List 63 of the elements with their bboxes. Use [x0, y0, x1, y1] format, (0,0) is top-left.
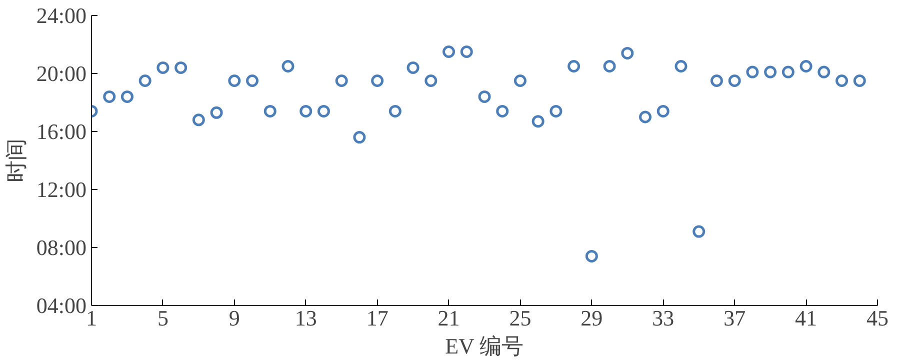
x-tick-label: 33: [652, 306, 674, 330]
point: [568, 60, 580, 72]
point: [335, 74, 348, 87]
point: [764, 66, 777, 78]
x-tick-label: 9: [228, 306, 240, 330]
point: [424, 74, 438, 87]
point: [406, 61, 420, 74]
point: [460, 46, 473, 58]
y-tick-label: 24:00: [36, 3, 87, 28]
point: [514, 74, 526, 87]
point: [228, 74, 241, 87]
point: [210, 106, 223, 119]
y-tick-label: 04:00: [36, 293, 87, 318]
point: [138, 74, 152, 87]
x-tick-label: 21: [438, 306, 460, 330]
point: [532, 115, 544, 128]
y-tick-label: 16:00: [36, 119, 87, 144]
point: [728, 74, 741, 87]
y-axis-title: 时间: [3, 138, 28, 182]
x-tick-label: 1: [86, 306, 97, 330]
x-tick-label: 37: [724, 306, 746, 330]
point: [836, 74, 848, 87]
x-tick-label: 45: [866, 306, 888, 330]
x-tick-label: 5: [157, 306, 168, 330]
point: [103, 90, 116, 103]
point: [746, 66, 759, 78]
point: [603, 60, 616, 72]
point: [674, 60, 688, 72]
point: [692, 225, 706, 238]
y-tick-label: 20:00: [36, 61, 87, 86]
x-tick-label: 13: [294, 306, 317, 330]
point: [782, 66, 794, 78]
point: [120, 90, 134, 103]
x-tick-label: 17: [366, 306, 388, 330]
point: [156, 61, 170, 74]
point: [442, 46, 456, 58]
point: [800, 60, 812, 72]
point: [496, 104, 509, 118]
point: [264, 104, 276, 118]
point: [353, 131, 366, 144]
point: [478, 90, 491, 103]
y-tick-label: 12:00: [36, 177, 87, 202]
point: [300, 104, 312, 118]
point: [246, 74, 259, 87]
point: [317, 104, 330, 118]
x-tick-label: 25: [509, 306, 532, 330]
point: [192, 114, 205, 126]
point: [710, 74, 723, 87]
point: [174, 61, 188, 74]
point: [282, 60, 294, 72]
point: [550, 104, 562, 118]
point: [621, 46, 634, 60]
point: [639, 110, 652, 124]
y-tick-label: 08:00: [36, 235, 87, 260]
point: [853, 74, 866, 87]
point: [818, 66, 830, 78]
point: [656, 104, 670, 118]
point: [585, 250, 598, 262]
x-tick-label: 29: [580, 306, 603, 330]
x-axis-title: EV 编号: [445, 334, 524, 358]
point: [388, 104, 402, 118]
x-tick-label: 41: [795, 306, 818, 330]
point: [371, 74, 384, 87]
